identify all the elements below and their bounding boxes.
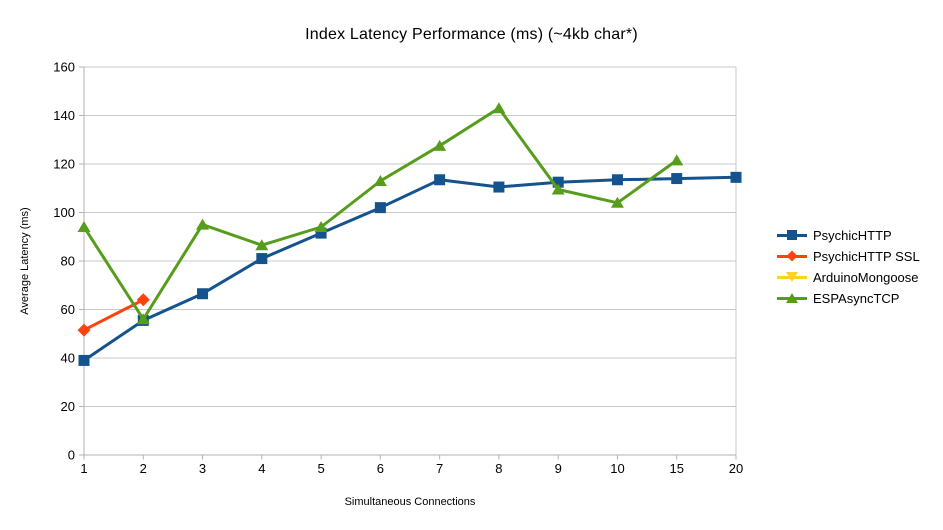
legend-label: PsychicHTTP SSL: [813, 248, 920, 264]
x-tick-label: 8: [495, 461, 502, 476]
x-tick-label: 7: [436, 461, 443, 476]
series-marker-square: [256, 253, 268, 265]
series-marker-diamond: [136, 293, 150, 307]
series-marker-triangle-up: [373, 174, 387, 186]
legend-line-sample: [777, 293, 807, 303]
legend-item-psychichttp: PsychicHTTP: [777, 227, 920, 243]
legend-line-sample: [777, 230, 807, 240]
series-marker-square: [671, 173, 683, 185]
series-marker-square: [493, 181, 505, 193]
legend: PsychicHTTP PsychicHTTP SSL ArduinoMongo…: [777, 227, 920, 306]
series-marker-square: [374, 202, 386, 214]
series-marker-triangle-up: [492, 102, 506, 114]
y-axis-title: Average Latency (ms): [19, 207, 31, 314]
legend-line-sample: [777, 250, 807, 262]
series-line-espasynctcp: [82, 106, 678, 321]
x-tick-label: 3: [199, 461, 206, 476]
x-tick-label: 5: [317, 461, 324, 476]
legend-line-sample: [777, 272, 807, 282]
series-marker-triangle-up: [136, 313, 150, 325]
x-tick-label: 10: [610, 461, 624, 476]
series-marker-triangle-up: [551, 183, 565, 195]
series-marker-triangle-up: [255, 239, 269, 251]
series-marker-square: [730, 171, 742, 183]
series-marker-square: [315, 227, 327, 239]
series-line-psychichttp: [83, 175, 737, 362]
series-marker-square: [78, 354, 90, 366]
series-marker-triangle-up: [196, 218, 210, 230]
legend-diamond-marker-icon: [786, 250, 798, 262]
x-tick-label: 6: [377, 461, 384, 476]
series-marker-triangle-up: [610, 196, 624, 208]
y-tick-label: 80: [61, 254, 75, 269]
series-marker-square: [611, 174, 623, 186]
series-marker-triangle-up: [433, 139, 447, 151]
legend-label: ESPAsyncTCP: [813, 290, 900, 306]
legend-label: ArduinoMongoose: [813, 269, 919, 285]
legend-square-marker-icon: [787, 230, 797, 240]
y-tick-label: 100: [53, 205, 75, 220]
legend-label: PsychicHTTP: [813, 227, 892, 243]
x-axis-title: Simultaneous Connections: [345, 496, 476, 508]
series-marker-triangle-up: [670, 154, 684, 166]
x-tick-label: 20: [729, 461, 743, 476]
y-tick-label: 160: [53, 60, 75, 75]
series-marker-square: [434, 174, 446, 186]
legend-triangle-down-marker-icon: [786, 272, 798, 282]
y-tick-label: 40: [61, 351, 75, 366]
y-tick-label: 0: [68, 448, 75, 463]
legend-item-arduinomongoose: ArduinoMongoose: [777, 269, 920, 285]
x-tick-label: 9: [555, 461, 562, 476]
x-tick-label: 1: [80, 461, 87, 476]
chart-title: Index Latency Performance (ms) (~4kb cha…: [305, 26, 638, 43]
legend-triangle-up-marker-icon: [786, 293, 798, 303]
y-tick-label: 20: [61, 399, 75, 414]
y-tick-label: 60: [61, 302, 75, 317]
series-marker-triangle-up: [77, 221, 91, 233]
y-tick-label: 140: [53, 108, 75, 123]
series-marker-diamond: [77, 323, 91, 337]
y-tick-label: 120: [53, 157, 75, 172]
x-tick-label: 4: [258, 461, 265, 476]
x-tick-label: 2: [140, 461, 147, 476]
legend-item-espasynctcp: ESPAsyncTCP: [777, 290, 920, 306]
x-tick-label: 15: [669, 461, 683, 476]
series-marker-square: [552, 176, 564, 188]
series-marker-triangle-up: [314, 221, 328, 233]
series-marker-square: [197, 288, 209, 300]
legend-item-psychichttp-ssl: PsychicHTTP SSL: [777, 248, 920, 264]
